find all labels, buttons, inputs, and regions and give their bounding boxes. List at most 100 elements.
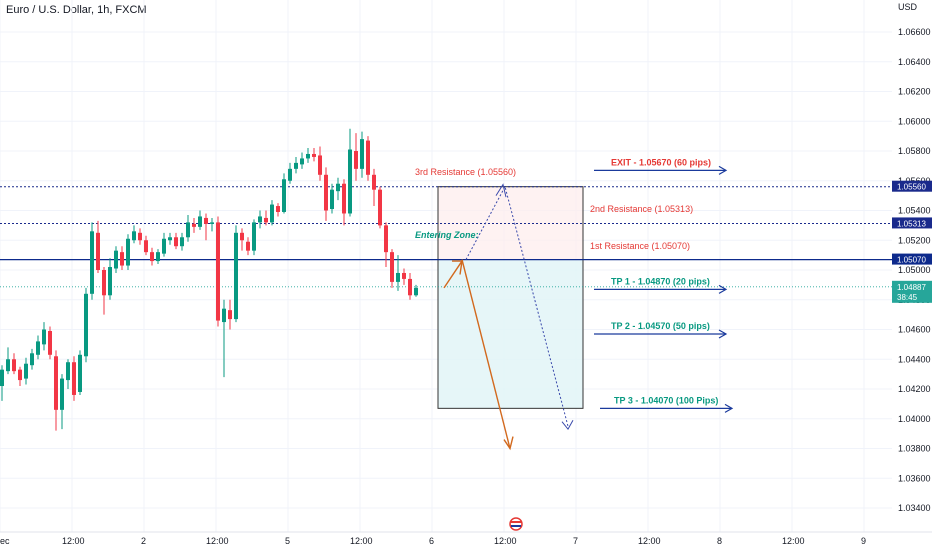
candle-body: [96, 232, 100, 270]
candle-body: [144, 240, 148, 253]
candle-body: [288, 168, 292, 181]
candle-body: [378, 189, 382, 226]
candle-body: [138, 232, 142, 241]
candle-body: [294, 162, 298, 169]
candle-body: [210, 222, 214, 224]
candle-body: [114, 250, 118, 269]
arrow-head-icon: [718, 165, 728, 175]
candle-body: [330, 189, 334, 210]
candle-body: [24, 363, 28, 379]
candle-body: [384, 225, 388, 253]
resistance-label: 2nd Resistance (1.05313): [590, 204, 693, 214]
price-tag[interactable]: [892, 280, 932, 303]
x-tick-label: 6: [429, 536, 434, 546]
candle-body: [204, 217, 208, 224]
candle-body: [36, 341, 40, 355]
x-tick-label: 12:00: [638, 536, 661, 546]
candle-body: [84, 293, 88, 357]
y-tick-label: 1.06200: [898, 87, 931, 97]
symbol-title: Euro / U.S. Dollar, 1h, FXCM: [6, 4, 147, 16]
candle-body: [120, 252, 124, 266]
x-tick-label: ec: [0, 536, 10, 546]
candle-body: [402, 272, 406, 279]
candle-body: [12, 359, 16, 372]
price-tag[interactable]: [892, 180, 932, 192]
arrow-head-icon: [503, 436, 514, 451]
price-tag[interactable]: [892, 217, 932, 229]
candle-body: [48, 330, 52, 355]
candle-body: [258, 216, 262, 223]
entering-zone-label: Entering Zone:: [415, 230, 479, 240]
entry-arrow-line: [443, 260, 463, 289]
target-label: TP 3 - 1.04070 (100 Pips): [614, 395, 718, 405]
flag-stripe: [511, 521, 521, 523]
target-label: EXIT - 1.05670 (60 pips): [611, 157, 711, 167]
price-tag[interactable]: [892, 253, 932, 265]
y-tick-label: 1.04200: [898, 384, 931, 394]
candle-body: [66, 362, 70, 381]
y-tick-label: 1.05200: [898, 235, 931, 245]
target-label: TP 1 - 1.04870 (20 pips): [611, 276, 710, 286]
candle-body: [312, 153, 316, 157]
reward-zone: [438, 259, 583, 409]
candle-body: [414, 287, 418, 296]
x-tick-label: 12:00: [62, 536, 85, 546]
x-tick-label: 2: [141, 536, 146, 546]
candle-body: [102, 270, 106, 296]
target-label: TP 2 - 1.04570 (50 pips): [611, 321, 710, 331]
x-tick-label: 12:00: [494, 536, 517, 546]
candle-body: [396, 272, 400, 282]
flag-stripe: [511, 525, 521, 527]
price-axis[interactable]: [892, 0, 932, 550]
y-tick-label: 1.06000: [898, 116, 931, 126]
candle-body: [72, 362, 76, 395]
candle-body: [0, 369, 4, 387]
drop-arrow-line: [461, 259, 511, 449]
candle-body: [54, 356, 58, 410]
candle-body: [192, 223, 196, 227]
candle-body: [186, 222, 190, 238]
candle-body: [168, 237, 172, 241]
candle-body: [150, 252, 154, 262]
candle-body: [240, 232, 244, 241]
arrow-head-icon: [718, 284, 728, 294]
risk-zone: [438, 186, 583, 260]
y-tick-label: 1.03600: [898, 473, 931, 483]
candle-body: [324, 174, 328, 211]
candle-body: [30, 353, 34, 366]
candle-body: [216, 222, 220, 321]
x-tick-label: 12:00: [206, 536, 229, 546]
price-tag-label: 1.05070: [897, 256, 926, 265]
candle-body: [42, 329, 46, 345]
position-box[interactable]: [437, 186, 584, 409]
candle-body: [264, 217, 268, 223]
candle-body: [246, 241, 250, 251]
y-tick-label: 1.04400: [898, 354, 931, 364]
candle-body: [222, 308, 226, 323]
candle-body: [90, 231, 94, 294]
currency-label: USD: [898, 2, 918, 12]
us-flag-icon[interactable]: [509, 517, 523, 531]
candle-body: [408, 278, 412, 296]
y-tick-label: 1.03400: [898, 503, 931, 513]
candle-body: [354, 151, 358, 169]
x-tick-label: 8: [717, 536, 722, 546]
resistance-label: 3rd Resistance (1.05560): [415, 167, 516, 177]
y-tick-label: 1.04600: [898, 325, 931, 335]
x-tick-label: 7: [573, 536, 578, 546]
y-tick-label: 1.06600: [898, 27, 931, 37]
x-tick-label: 12:00: [350, 536, 373, 546]
candle-body: [18, 369, 22, 381]
candle-body: [348, 149, 352, 214]
candle-body: [132, 231, 136, 241]
candle-body: [300, 158, 304, 165]
arrow-head-icon: [561, 419, 574, 431]
candle-body: [162, 238, 166, 254]
arrow-head-icon: [718, 329, 728, 339]
candle-body: [306, 153, 310, 159]
candle-body: [234, 232, 238, 320]
price-tag-label: 1.05560: [897, 183, 926, 192]
y-tick-label: 1.05400: [898, 206, 931, 216]
y-tick-label: 1.06400: [898, 57, 931, 67]
